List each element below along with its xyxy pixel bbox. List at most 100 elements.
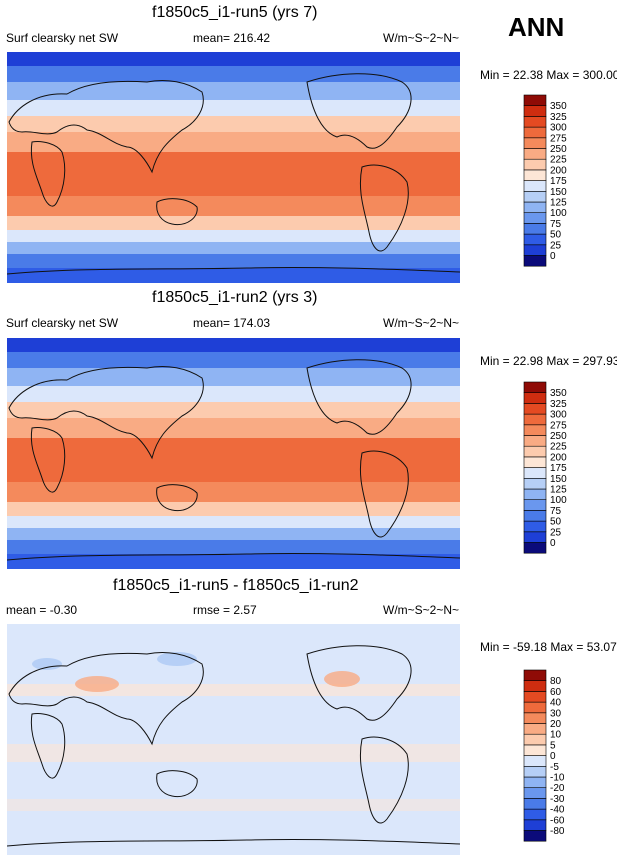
colorbar-swatch xyxy=(523,126,547,139)
panel2-variable-label: Surf clearsky net SW xyxy=(6,316,119,330)
season-label: ANN xyxy=(508,12,565,42)
panel3-rmse-label: rmse = 2.57 xyxy=(193,603,257,617)
colorbar-tick-label: 325 xyxy=(550,112,567,123)
colorbar-swatch xyxy=(523,691,547,703)
panel2-colorbar: 350 325 300 275 250 225 200 175 150 125 100 75 50 25 0 xyxy=(520,381,590,562)
panel2-title: f1850c5_i1-run2 (yrs 3) xyxy=(152,289,318,306)
colorbar-tick-label: 225 xyxy=(550,155,567,166)
panel1-map-svg xyxy=(7,52,460,283)
colorbar-swatch xyxy=(523,787,547,799)
colorbar-swatch xyxy=(523,212,547,224)
colorbar-swatch xyxy=(523,137,547,149)
colorbar-swatch xyxy=(523,701,547,714)
colorbar-swatch xyxy=(523,148,547,160)
colorbar-tick-label: 40 xyxy=(550,698,562,709)
colorbar-tick-label: 175 xyxy=(550,176,567,187)
colorbar-swatch xyxy=(523,255,547,267)
colorbar-tick-label: 30 xyxy=(550,708,562,719)
colorbar-tick-label: 25 xyxy=(550,527,562,538)
colorbar-swatch xyxy=(523,830,547,842)
colorbar-swatch xyxy=(523,467,547,479)
colorbar-tick-label: 125 xyxy=(550,485,567,496)
colorbar-swatch xyxy=(523,223,547,235)
panel1-minmax: Min = 22.38 Max = 300.00 xyxy=(480,68,617,82)
colorbar-tick-label: 125 xyxy=(550,198,567,209)
colorbar-swatch xyxy=(523,105,547,117)
colorbar-tick-label: 350 xyxy=(550,101,567,112)
panel3-map xyxy=(7,624,460,855)
colorbar-tick-label: 300 xyxy=(550,410,567,421)
colorbar-tick-label: 325 xyxy=(550,399,567,410)
panel1-colorbar: 350 325 300 275 250 225 200 175 150 125 100 75 50 25 0 xyxy=(520,94,590,275)
colorbar-swatch xyxy=(523,116,547,128)
panel3-colorbar: 80 60 40 30 20 10 5 0 -5 -10 -20 -30 -40 -60 -80 xyxy=(520,669,590,850)
colorbar-tick-label: 250 xyxy=(550,431,567,442)
colorbar-tick-label: 100 xyxy=(550,495,567,506)
colorbar-tick-label: 175 xyxy=(550,463,567,474)
colorbar-swatch xyxy=(523,392,547,404)
colorbar-tick-label: -20 xyxy=(550,783,565,794)
colorbar-swatch xyxy=(523,798,547,810)
colorbar-tick-label: 10 xyxy=(550,730,562,741)
colorbar-tick-label: 250 xyxy=(550,144,567,155)
colorbar-swatch xyxy=(523,755,547,767)
colorbar-tick-label: 0 xyxy=(550,251,556,262)
colorbar-swatch xyxy=(523,488,547,500)
panel2-minmax: Min = 22.98 Max = 297.93 xyxy=(480,354,617,368)
colorbar-tick-label: 350 xyxy=(550,388,567,399)
panel2-mean-label: mean= 174.03 xyxy=(193,316,271,330)
colorbar-swatch xyxy=(523,520,547,533)
colorbar-swatch xyxy=(523,424,547,436)
panel3-minmax: Min = -59.18 Max = 53.07 xyxy=(480,640,617,654)
colorbar-tick-label: 300 xyxy=(550,123,567,134)
colorbar-tick-label: 50 xyxy=(550,517,562,528)
colorbar-tick-label: -80 xyxy=(550,826,565,837)
colorbar-swatch xyxy=(523,381,547,393)
colorbar-tick-label: -10 xyxy=(550,773,565,784)
panel3-units-label: W/m~S~2~N~ xyxy=(383,603,460,617)
colorbar-tick-label: 100 xyxy=(550,208,567,219)
colorbar-swatch xyxy=(523,456,547,468)
colorbar-swatch xyxy=(523,169,547,181)
colorbar-swatch xyxy=(523,403,547,415)
colorbar-tick-label: 60 xyxy=(550,687,562,698)
colorbar-tick-label: 0 xyxy=(550,751,556,762)
colorbar-tick-label: 0 xyxy=(550,538,556,549)
colorbar-tick-label: -60 xyxy=(550,815,565,826)
colorbar-swatch xyxy=(523,180,547,192)
colorbar-tick-label: 200 xyxy=(550,165,567,176)
panel1-title: f1850c5_i1-run5 (yrs 7) xyxy=(152,4,318,21)
colorbar-tick-label: 150 xyxy=(550,474,567,485)
colorbar-swatch xyxy=(523,712,547,724)
colorbar-swatch xyxy=(523,191,547,203)
colorbar-tick-label: 275 xyxy=(550,420,567,431)
panel3-map-svg xyxy=(7,624,460,855)
colorbar-swatch xyxy=(523,244,547,256)
colorbar-tick-label: 275 xyxy=(550,133,567,144)
colorbar-tick-label: -5 xyxy=(550,762,559,773)
panel1-map xyxy=(7,52,460,283)
panel1-units-label: W/m~S~2~N~ xyxy=(383,31,460,45)
colorbar-swatch xyxy=(523,499,547,511)
colorbar-tick-label: -40 xyxy=(550,805,565,816)
colorbar-tick-label: 25 xyxy=(550,240,562,251)
colorbar-tick-label: -30 xyxy=(550,794,565,805)
colorbar-swatch xyxy=(523,94,547,106)
colorbar-swatch xyxy=(523,808,547,821)
colorbar-tick-label: 5 xyxy=(550,740,556,751)
colorbar-swatch xyxy=(523,819,547,831)
colorbar-tick-label: 200 xyxy=(550,452,567,463)
colorbar-swatch xyxy=(523,531,547,543)
colorbar-swatch xyxy=(523,680,547,692)
colorbar-swatch xyxy=(523,435,547,447)
colorbar-swatch xyxy=(523,233,547,246)
colorbar-tick-label: 150 xyxy=(550,187,567,198)
colorbar-swatch xyxy=(523,413,547,426)
colorbar-tick-label: 80 xyxy=(550,676,562,687)
colorbar-swatch xyxy=(523,744,547,756)
colorbar-tick-label: 225 xyxy=(550,442,567,453)
panel3-mean-label: mean = -0.30 xyxy=(6,603,78,617)
panel2-units-label: W/m~S~2~N~ xyxy=(383,316,460,330)
colorbar-tick-label: 20 xyxy=(550,719,562,730)
